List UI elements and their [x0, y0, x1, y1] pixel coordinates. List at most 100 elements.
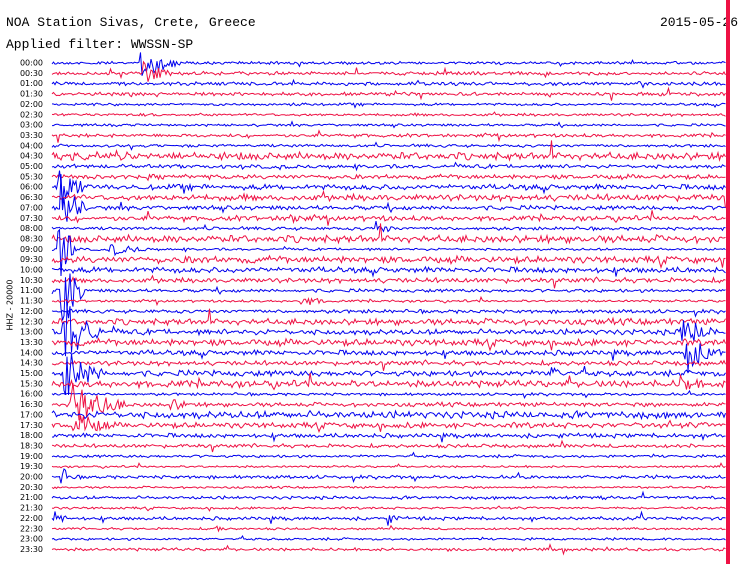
time-label: 08:30: [20, 234, 43, 243]
time-label: 19:00: [20, 452, 43, 461]
trace: [51, 174, 726, 222]
trace: [51, 78, 726, 89]
time-label: 12:00: [20, 307, 43, 316]
trace: [51, 353, 726, 396]
trace: [51, 308, 726, 318]
time-label: 08:00: [20, 224, 43, 233]
trace: [51, 337, 726, 352]
time-label: 02:30: [20, 110, 43, 119]
time-label: 15:30: [20, 379, 43, 388]
trace: [51, 295, 726, 307]
time-label: 10:30: [20, 276, 43, 285]
trace: [51, 129, 726, 143]
trace: [51, 409, 726, 421]
time-label: 14:00: [20, 348, 43, 357]
time-label: 06:00: [20, 183, 43, 192]
trace: [51, 451, 726, 459]
trace: [51, 308, 726, 327]
trace: [51, 141, 726, 151]
trace: [51, 490, 726, 501]
time-label: 01:30: [20, 90, 43, 99]
time-label: 03:30: [20, 131, 43, 140]
trace: [51, 223, 726, 245]
time-label: 13:30: [20, 338, 43, 347]
title: NOA Station Sivas, Crete, Greece: [6, 15, 256, 30]
trace: [51, 220, 726, 233]
axis-label: HHZ - 20000: [6, 280, 15, 331]
trace: [51, 534, 726, 542]
time-label: 09:00: [20, 245, 43, 254]
time-label: 03:00: [20, 121, 43, 130]
time-label: 05:30: [20, 172, 43, 181]
trace: [51, 86, 726, 101]
time-label: 09:30: [20, 255, 43, 264]
trace: [52, 120, 726, 129]
trace: [51, 111, 726, 118]
trace: [51, 372, 726, 391]
trace: [51, 273, 726, 321]
time-label: 17:30: [20, 421, 43, 430]
time-label: 07:00: [20, 203, 43, 212]
trace: [51, 510, 726, 526]
time-label: 16:30: [20, 400, 43, 409]
trace: [51, 389, 726, 399]
trace: [51, 543, 726, 556]
trace: [51, 439, 726, 453]
time-label: 04:00: [20, 141, 43, 150]
time-label: 10:00: [20, 266, 43, 275]
trace: [51, 383, 726, 421]
trace: [51, 60, 726, 82]
trace: [51, 431, 726, 443]
time-label: 23:30: [20, 545, 43, 554]
trace: [51, 102, 726, 109]
time-label: 19:30: [20, 462, 43, 471]
time-label: 22:00: [20, 514, 43, 523]
time-label: 00:30: [20, 69, 43, 78]
time-label: 17:00: [20, 410, 43, 419]
trace: [51, 189, 726, 209]
date: 2015-05-26: [660, 15, 738, 30]
time-label: 13:00: [20, 328, 43, 337]
trace: [51, 140, 726, 162]
trace: [51, 359, 726, 371]
time-label: 22:30: [20, 524, 43, 533]
trace: [51, 343, 726, 372]
trace: [51, 52, 726, 76]
trace: [51, 210, 726, 226]
trace: [51, 170, 726, 206]
time-label: 00:00: [20, 59, 43, 68]
time-label: 18:00: [20, 431, 43, 440]
trace: [51, 468, 726, 484]
filter: Applied filter: WWSSN-SP: [6, 37, 193, 52]
trace: [51, 274, 726, 289]
time-label: 07:30: [20, 214, 43, 223]
trace: [51, 505, 726, 512]
trace: [51, 485, 726, 490]
time-label: 16:00: [20, 390, 43, 399]
trace: [51, 254, 726, 270]
time-label: 15:00: [20, 369, 43, 378]
time-label: 21:00: [20, 493, 43, 502]
trace: [51, 415, 726, 433]
time-label: 12:30: [20, 317, 43, 326]
time-label: 11:30: [20, 297, 43, 306]
time-label: 14:30: [20, 359, 43, 368]
time-label: 11:00: [20, 286, 43, 295]
trace: [51, 524, 726, 533]
time-label: 23:00: [20, 535, 43, 544]
time-label: 18:30: [20, 441, 43, 450]
time-label: 02:00: [20, 100, 43, 109]
traces: [51, 52, 726, 556]
time-label: 20:30: [20, 483, 43, 492]
time-label: 06:30: [20, 193, 43, 202]
time-label: 21:30: [20, 504, 43, 513]
trace: [51, 462, 726, 469]
current-time-line: [726, 0, 730, 564]
time-label: 05:00: [20, 162, 43, 171]
trace: [51, 173, 726, 182]
trace: [51, 228, 726, 277]
trace: [51, 161, 726, 172]
time-label: 01:00: [20, 79, 43, 88]
